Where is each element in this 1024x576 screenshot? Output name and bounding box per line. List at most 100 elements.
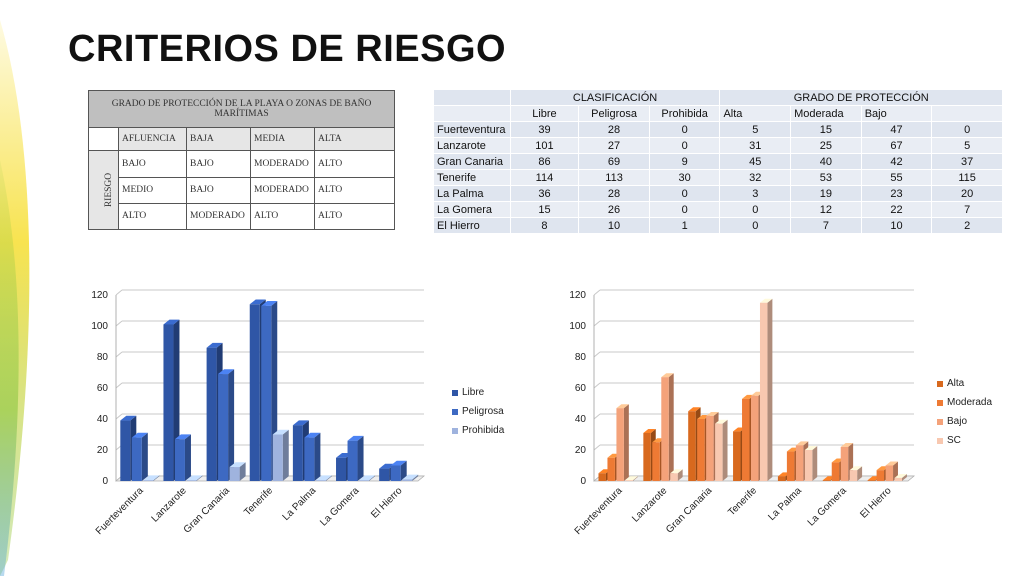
bar-sc	[670, 473, 678, 481]
bar-top-peligrosa	[347, 435, 364, 441]
x-tick-label: Fuerteventura	[94, 485, 146, 537]
row-label: Fuerteventura	[433, 121, 511, 138]
risk-cell: BAJO	[118, 150, 187, 178]
bar-peligrosa	[261, 305, 272, 481]
table-cell: 23	[860, 185, 933, 202]
table-cell: 27	[578, 137, 650, 154]
bar-top-prohibida	[272, 429, 289, 435]
bar-moderada	[786, 451, 795, 481]
table-cell: 28	[578, 121, 650, 138]
bar-peligrosa	[131, 437, 142, 481]
bar-alta	[733, 431, 741, 481]
table-row: Libre Peligrosa Prohibida Alta Moderada Bajo	[433, 105, 1003, 122]
bar-bajo	[885, 465, 894, 481]
bar-top-sc	[715, 419, 728, 424]
bar-side-sc	[767, 298, 773, 481]
chart-proteccion-legend: Alta Moderada Bajo SC	[937, 374, 992, 450]
table-cell: 55	[860, 169, 933, 186]
bar-top-prohibida	[186, 475, 203, 481]
risk-cell: MEDIO	[118, 176, 187, 204]
bar-sc	[625, 480, 633, 481]
bar-moderada	[652, 442, 660, 481]
y-tick-label: 100	[91, 321, 108, 332]
table-cell: 39	[509, 121, 580, 138]
bar-libre	[163, 324, 174, 481]
x-tick-label: Tenerife	[242, 485, 275, 518]
table-cell: 15	[790, 121, 862, 138]
risk-criteria-table: GRADO DE PROTECCIÓN DE LA PLAYA O ZONAS …	[87, 89, 396, 231]
y-tick-label: 20	[97, 445, 109, 456]
bar-prohibida	[359, 480, 370, 481]
gridline-depth	[115, 320, 123, 327]
table-row: Tenerife 114 113 30 32 53 55 115	[433, 169, 1003, 186]
bar-bajo	[661, 377, 669, 481]
legend-item: Alta	[937, 374, 992, 393]
bar-alta	[822, 480, 831, 481]
risk-cell: BAJO	[186, 176, 251, 204]
table-corner-cell	[433, 89, 511, 106]
y-tick-label: 120	[91, 290, 108, 301]
y-tick-label: 80	[575, 352, 587, 363]
bar-prohibida	[229, 467, 240, 481]
bar-libre	[120, 420, 131, 481]
risk-table-header: GRADO DE PROTECCIÓN DE LA PLAYA O ZONAS …	[87, 89, 396, 129]
gridline-depth	[593, 444, 601, 451]
bar-top-sc	[804, 446, 818, 450]
bar-prohibida	[272, 434, 283, 481]
bar-peligrosa	[390, 465, 401, 481]
table-cell: 67	[860, 137, 933, 154]
column-header: Libre	[509, 105, 580, 122]
bar-side-sc	[632, 476, 638, 481]
row-label: Lanzarote	[433, 137, 511, 154]
table-cell: 0	[719, 217, 792, 234]
bar-side-sc	[857, 466, 863, 481]
gridline-depth	[593, 382, 601, 389]
bar-side-peligrosa	[228, 369, 235, 481]
x-tick-label: El Hierro	[858, 485, 894, 521]
x-tick-label: Lanzarote	[630, 485, 670, 525]
row-label: El Hierro	[433, 217, 511, 234]
bar-peligrosa	[218, 374, 229, 481]
table-cell: 0	[648, 201, 721, 218]
chart-clasificacion-legend: Libre Peligrosa Prohibida	[452, 383, 504, 440]
y-tick-label: 20	[575, 445, 587, 456]
gridline-depth	[593, 320, 601, 327]
bar-libre	[336, 457, 347, 481]
bar-top-bajo	[885, 461, 898, 466]
bar-side-sc	[722, 419, 728, 481]
bar-side-prohibida	[153, 475, 160, 481]
x-tick-label: Tenerife	[726, 485, 759, 518]
risk-cell: MODERADO	[250, 176, 315, 204]
bar-top-peligrosa	[304, 432, 321, 438]
table-row: Lanzarote 101 27 0 31 25 67 5	[433, 137, 1003, 154]
table-cell: 20	[931, 185, 1003, 202]
bar-sc	[759, 302, 768, 481]
page-title: CRITERIOS DE RIESGO	[68, 28, 507, 70]
bar-side-sc	[902, 473, 907, 481]
bar-alta	[643, 432, 651, 481]
bar-side-peligrosa	[357, 435, 364, 481]
row-label: La Gomera	[433, 201, 511, 218]
legend-swatch	[452, 389, 458, 396]
bar-side-sc	[677, 469, 683, 481]
bar-top-sc	[625, 476, 638, 481]
table-cell: 114	[509, 169, 580, 186]
table-cell: 0	[648, 185, 721, 202]
table-cell: 30	[648, 169, 721, 186]
row-label: Tenerife	[433, 169, 511, 186]
chart-proteccion-svg: 0 20 40 60 80 100 120 Fuerteventura LanzaroteGra…	[569, 289, 916, 537]
table-cell: 7	[931, 201, 1003, 218]
risk-cell: ALTO	[118, 202, 187, 231]
bar-side-prohibida	[239, 462, 246, 481]
table-cell: 7	[790, 217, 862, 234]
column-header: Prohibida	[648, 105, 721, 122]
bar-top-libre	[379, 463, 396, 469]
table-cell: 8	[509, 217, 580, 234]
bar-side-prohibida	[369, 475, 376, 481]
legend-swatch	[937, 399, 943, 406]
risk-col-header: ALTA	[313, 127, 396, 152]
table-cell: 31	[719, 137, 792, 154]
x-tick-label: La Palma	[281, 485, 319, 523]
table-cell: 113	[578, 169, 650, 186]
bar-top-alta	[643, 429, 656, 433]
